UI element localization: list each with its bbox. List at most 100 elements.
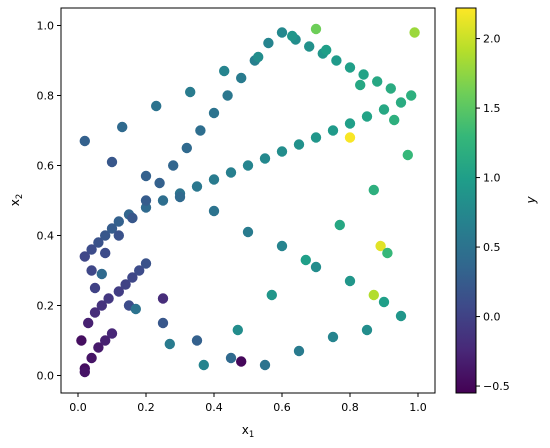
- y-axis-ticks: 0.0 0.2 0.4 0.6 0.8 1.0: [37, 20, 61, 383]
- scatter-point: [79, 135, 91, 147]
- x-tick-label: 0.6: [273, 401, 291, 414]
- scatter-point: [208, 205, 220, 217]
- scatter-point: [86, 244, 97, 255]
- scatter-point: [293, 139, 305, 150]
- x-tick-label: 0.2: [137, 401, 155, 414]
- scatter-point: [225, 352, 237, 364]
- scatter-point: [368, 289, 379, 301]
- scatter-point: [134, 265, 145, 276]
- scatter-point: [389, 114, 400, 126]
- y-tick-label: 0.8: [37, 90, 55, 103]
- scatter-point: [76, 335, 87, 346]
- scatter-point: [100, 230, 111, 241]
- scatter-point: [344, 62, 356, 73]
- scatter-point: [151, 100, 162, 112]
- colorbar-tick-label: 0.5: [483, 241, 501, 254]
- scatter-point: [236, 356, 247, 367]
- scatter-point: [368, 184, 379, 196]
- scatter-point: [168, 160, 179, 171]
- colorbar-tick-label: 2.0: [483, 33, 501, 46]
- colorbar-tick-label: 1.0: [483, 172, 501, 185]
- scatter-point: [287, 30, 298, 42]
- scatter-point: [375, 240, 386, 252]
- scatter-point: [321, 44, 332, 56]
- scatter-point: [113, 216, 125, 227]
- scatter-point: [334, 219, 345, 231]
- scatter-point: [372, 76, 383, 87]
- scatter-point: [276, 146, 288, 157]
- scatter-point: [266, 289, 277, 301]
- scatter-point: [327, 125, 339, 136]
- scatter-point: [385, 83, 396, 94]
- scatter-point: [263, 37, 274, 49]
- scatter-point: [219, 65, 230, 77]
- scatter-point: [96, 268, 108, 280]
- scatter-point: [140, 258, 152, 269]
- scatter-point: [117, 121, 128, 133]
- scatter-point: [409, 27, 420, 38]
- scatter-point: [93, 342, 104, 353]
- x-axis-ticks: 0.0 0.2 0.4 0.6 0.8 1.0: [69, 393, 427, 414]
- scatter-points: [76, 23, 420, 378]
- scatter-point: [276, 27, 288, 38]
- scatter-point: [382, 247, 393, 259]
- scatter-point: [191, 335, 203, 346]
- scatter-point: [181, 142, 192, 154]
- scatter-point: [174, 191, 186, 203]
- scatter-point: [276, 240, 288, 252]
- scatter-point: [154, 177, 165, 189]
- scatter-point: [378, 104, 390, 115]
- scatter-point: [113, 286, 125, 297]
- scatter-point: [106, 328, 118, 339]
- scatter-point: [89, 307, 101, 318]
- scatter-point: [344, 132, 356, 143]
- scatter-point: [140, 195, 152, 206]
- scatter-point: [293, 345, 305, 357]
- x-tick-label: 0.0: [69, 401, 87, 414]
- plot-frame: [60, 7, 436, 394]
- scatter-point: [140, 170, 152, 182]
- colorbar-tick-label: 1.5: [483, 102, 501, 115]
- scatter-point: [402, 149, 413, 161]
- scatter-point: [355, 79, 366, 91]
- scatter-point: [361, 324, 373, 336]
- scatter-point: [86, 265, 97, 276]
- scatter-point: [208, 174, 220, 185]
- scatter-point: [310, 23, 322, 35]
- y-axis-label: x2: [8, 194, 25, 207]
- scatter-point: [378, 296, 390, 308]
- scatter-point: [106, 223, 118, 234]
- scatter-point: [395, 97, 407, 108]
- scatter-point: [310, 261, 322, 273]
- scatter-point: [208, 107, 220, 119]
- colorbar-ticks: −0.5 0.0 0.5 1.0 1.5 2.0: [476, 33, 510, 393]
- scatter-point: [83, 317, 94, 329]
- y-tick-label: 0.0: [37, 370, 55, 383]
- x-tick-label: 0.8: [341, 401, 359, 414]
- scatter-point: [106, 156, 118, 168]
- scatter-point: [331, 55, 342, 66]
- scatter-point: [225, 167, 237, 178]
- scatter-point: [344, 118, 356, 129]
- scatter-point: [127, 272, 138, 283]
- scatter-point: [100, 247, 111, 259]
- scatter-point: [96, 300, 108, 311]
- colorbar-tick-label: 0.0: [483, 311, 501, 324]
- x-tick-label: 0.4: [205, 401, 223, 414]
- scatter-point: [358, 69, 369, 80]
- scatter-point: [100, 335, 111, 346]
- y-tick-label: 0.6: [37, 160, 55, 173]
- x-axis-label: x1: [242, 423, 255, 440]
- scatter-point: [191, 181, 203, 192]
- scatter-point: [103, 293, 114, 304]
- scatter-point: [79, 251, 91, 262]
- scatter-point: [195, 125, 206, 136]
- scatter-point: [222, 90, 233, 101]
- scatter-point: [304, 41, 315, 52]
- x-tick-label: 1.0: [409, 401, 427, 414]
- scatter-point: [113, 230, 125, 241]
- scatter-point: [259, 153, 271, 164]
- scatter-point: [236, 72, 247, 84]
- scatter-point: [127, 212, 138, 224]
- plot-background: [61, 8, 435, 393]
